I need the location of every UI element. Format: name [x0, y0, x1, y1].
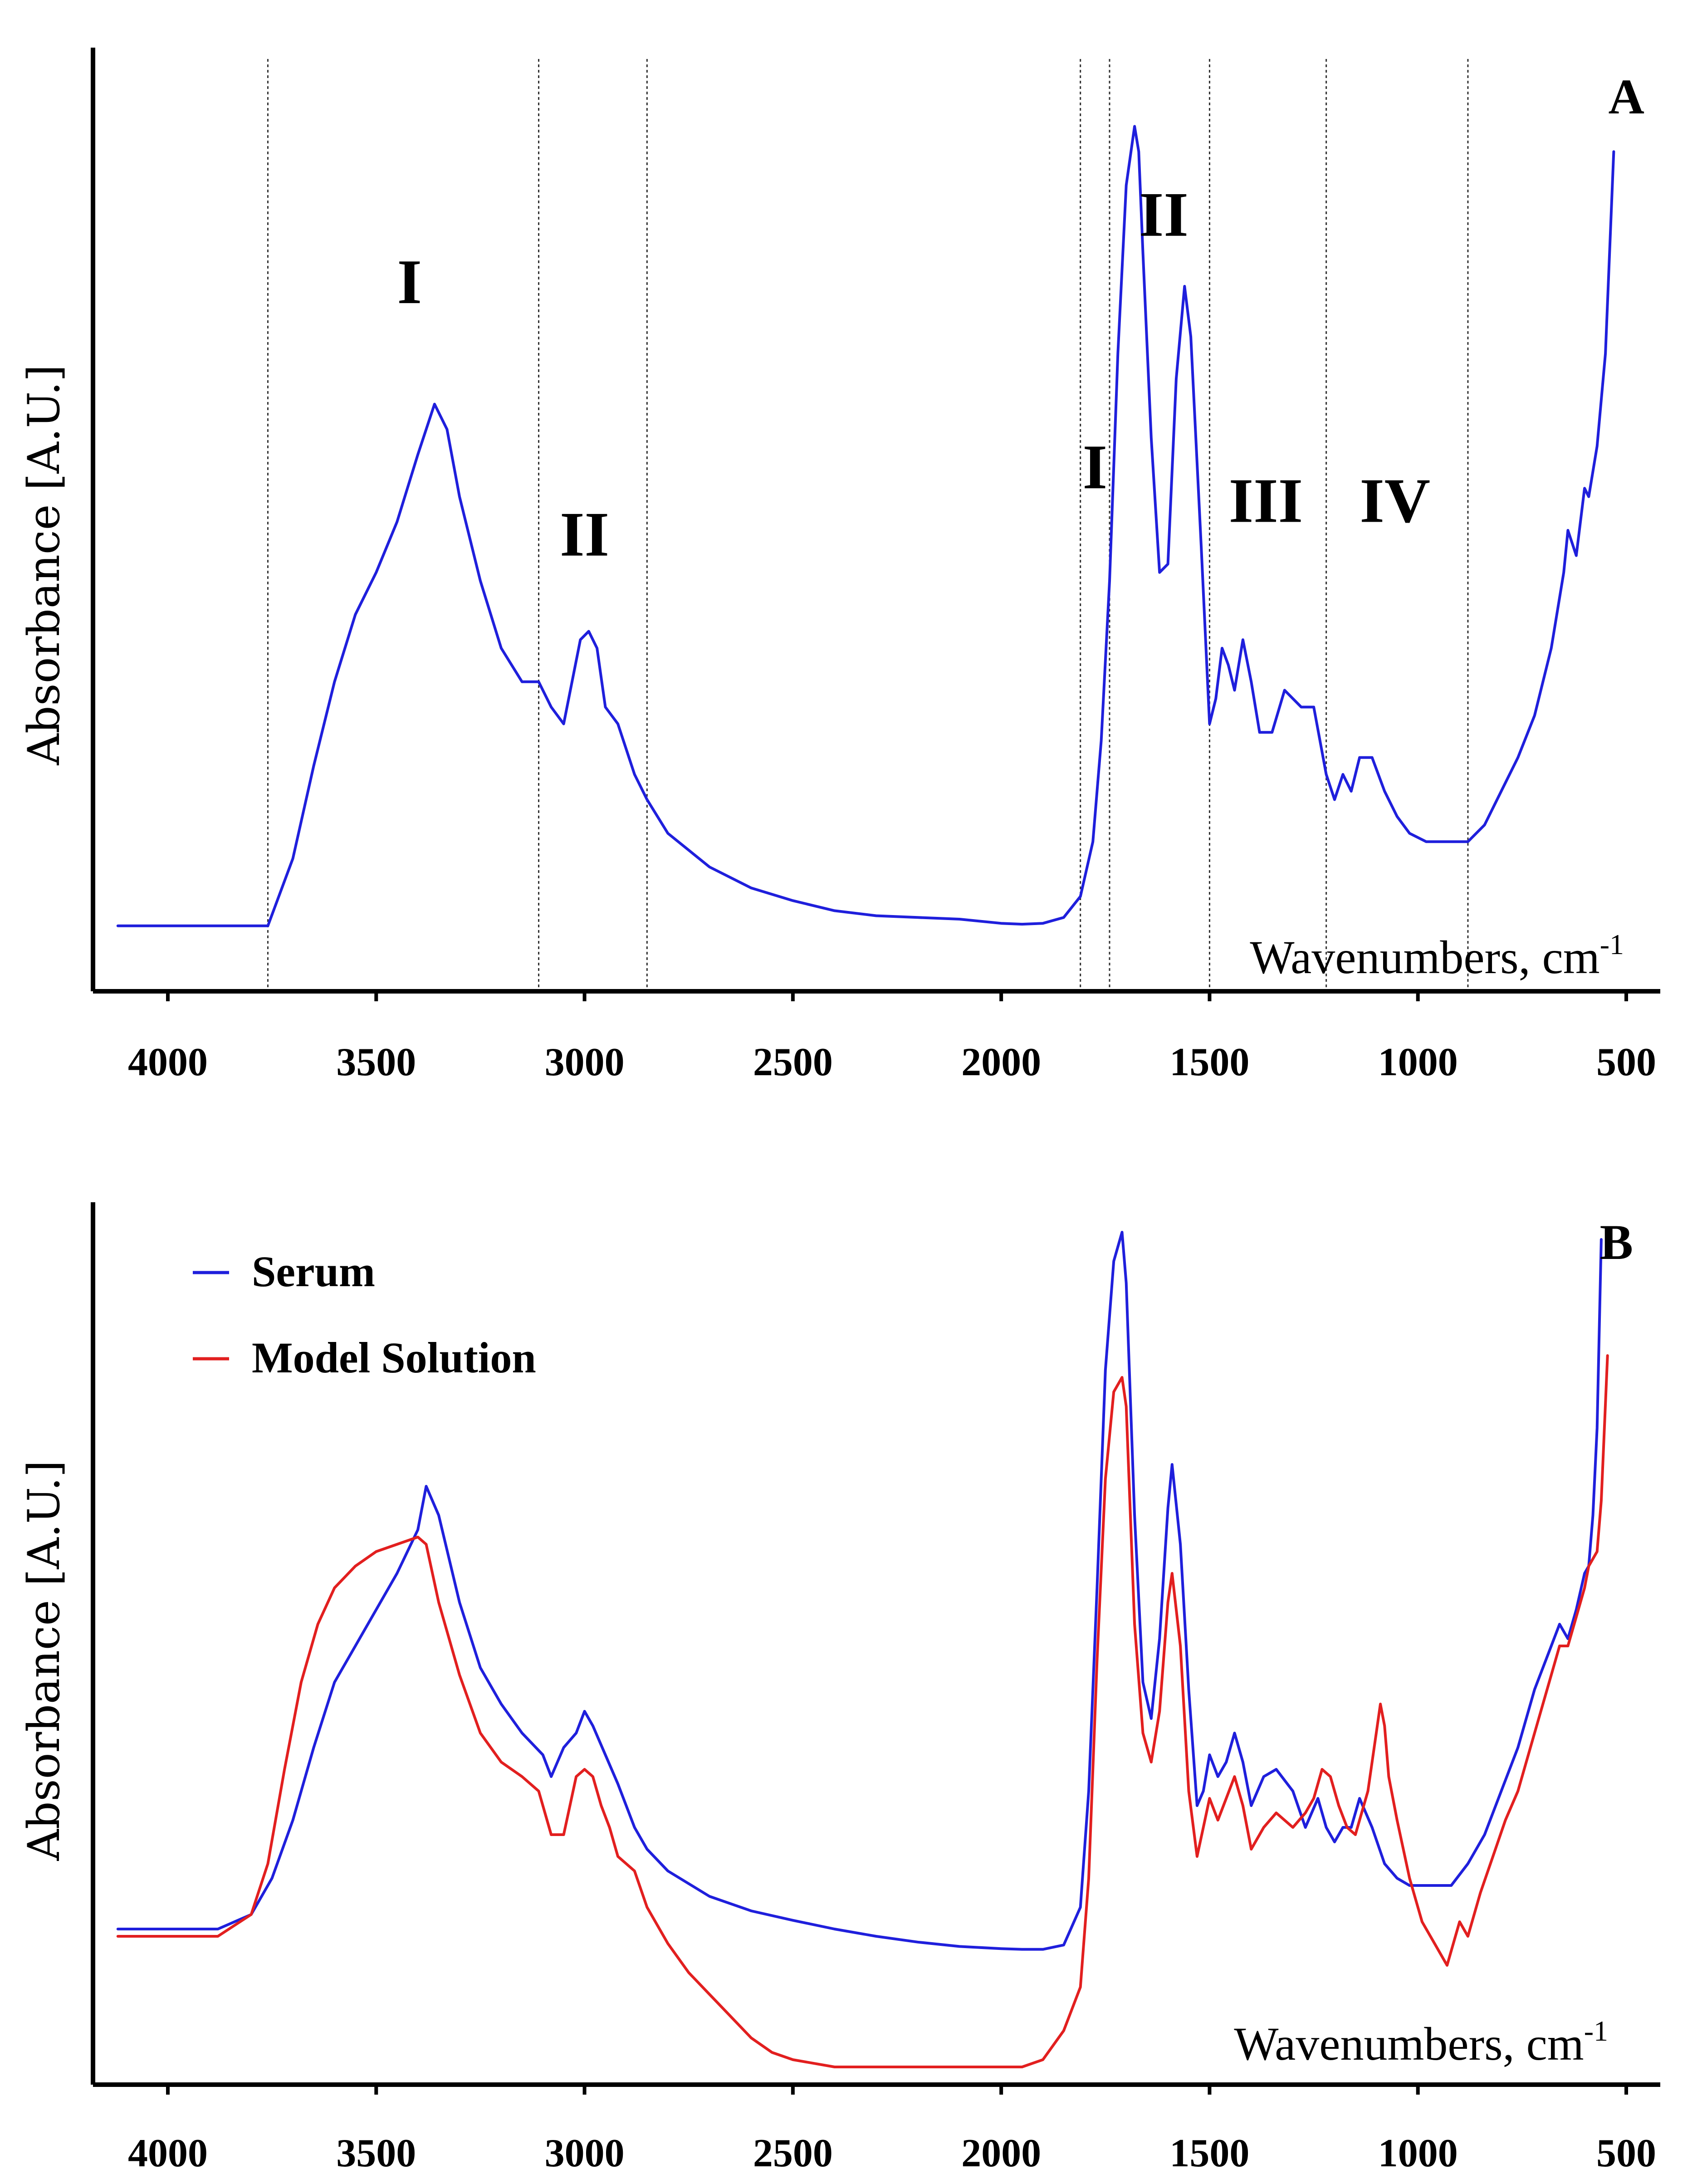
x-tick-label: 2500: [753, 1040, 833, 1084]
x-tick-label: 3500: [336, 2131, 416, 2175]
x-axis-label-main: Wavenumbers, cm: [1234, 2018, 1584, 2070]
legend-label-serum: Serum: [252, 1247, 375, 1296]
x-tick-label: 1500: [1169, 1040, 1249, 1084]
series-group: [116, 125, 1615, 927]
series-line-model-solution: [116, 1354, 1609, 2068]
region-label: II: [560, 499, 609, 570]
panel-label-b: B: [1600, 1214, 1633, 1270]
legend-label-model-solution: Model Solution: [252, 1333, 536, 1382]
x-axis-label-main: Wavenumbers, cm: [1250, 931, 1599, 984]
x-tick-label: 500: [1596, 1040, 1656, 1084]
x-ticks: [166, 991, 1628, 1001]
panel-label-a: A: [1609, 69, 1644, 124]
x-tick-label: 1500: [1169, 2131, 1249, 2175]
x-axis-label-superscript: -1: [1600, 928, 1624, 960]
x-tick-labels: 4000 3500 3000 2500 2000 1500 1000 500: [128, 1040, 1656, 1084]
region-label: II: [1139, 180, 1189, 250]
x-tick-label: 3000: [545, 2131, 625, 2175]
series-line-serum: [116, 1231, 1603, 1951]
x-tick-label: 3500: [336, 1040, 416, 1084]
x-axis-label: Wavenumbers, cm-1: [1250, 928, 1624, 984]
region-label: III: [1229, 465, 1303, 536]
x-axis-label: Wavenumbers, cm-1: [1234, 2015, 1608, 2070]
x-tick-labels: 4000 3500 3000 2500 2000 1500 1000 500: [128, 2131, 1656, 2175]
legend: Serum Model Solution: [193, 1247, 536, 1382]
panel-a: 4000 3500 3000 2500 2000 1500 1000 500 IIIIIIII…: [19, 48, 1660, 1084]
region-label: I: [1083, 432, 1107, 502]
panel-b: 4000 3500 3000 2500 2000 1500 1000 500 Absorban…: [19, 1202, 1660, 2175]
series-line-serum: [116, 125, 1615, 927]
x-tick-label: 500: [1596, 2131, 1656, 2175]
x-tick-label: 2500: [753, 2131, 833, 2175]
y-axis-label: Absorbance [A.U.]: [19, 365, 69, 766]
x-tick-label: 4000: [128, 2131, 208, 2175]
x-tick-label: 2000: [961, 2131, 1041, 2175]
series-group: [116, 1231, 1609, 2068]
x-tick-label: 3000: [545, 1040, 625, 1084]
x-ticks: [166, 2085, 1628, 2095]
x-tick-label: 4000: [128, 1040, 208, 1084]
x-axis-label-superscript: -1: [1584, 2015, 1608, 2047]
divider-lines: [267, 59, 1469, 989]
y-axis-label: Absorbance [A.U.]: [19, 1460, 69, 1861]
region-label: IV: [1360, 465, 1430, 536]
x-tick-label: 1000: [1378, 2131, 1458, 2175]
x-tick-label: 2000: [961, 1040, 1041, 1084]
x-tick-label: 1000: [1378, 1040, 1458, 1084]
region-label: I: [397, 247, 422, 317]
